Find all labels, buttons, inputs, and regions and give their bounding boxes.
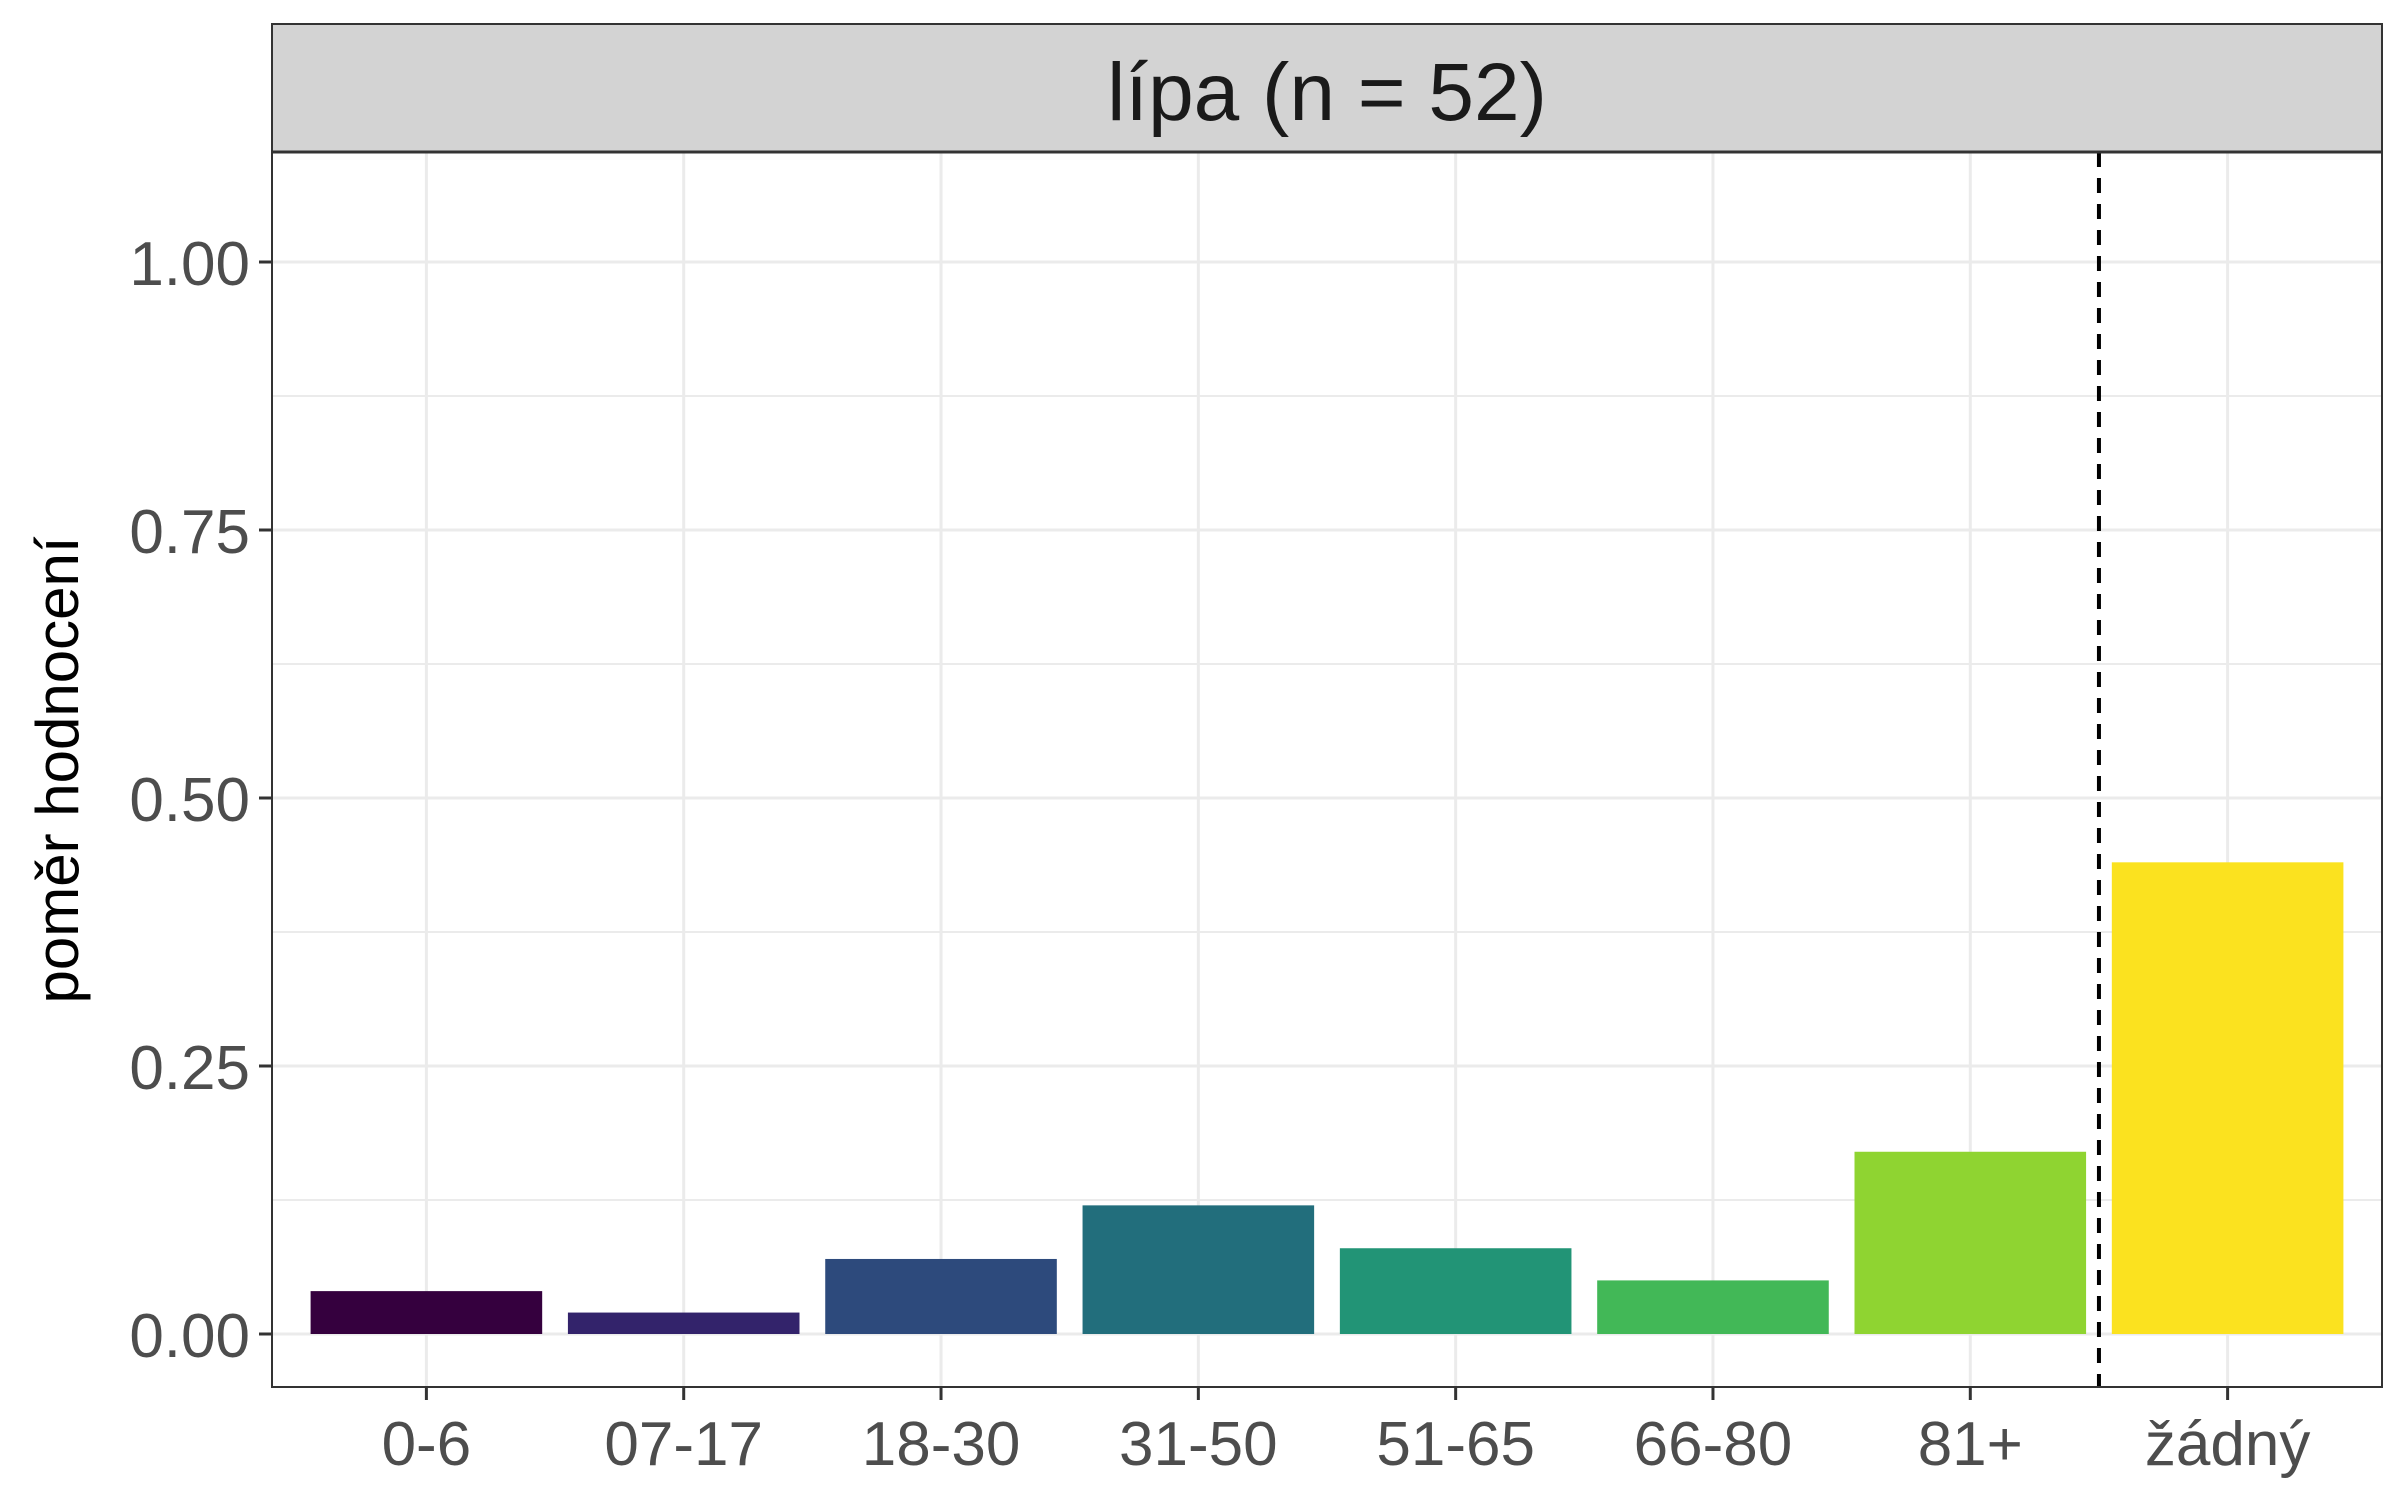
y-tick-label: 0.00 bbox=[129, 1302, 250, 1371]
x-tick-label: žádný bbox=[2145, 1410, 2310, 1479]
x-tick-label: 51-65 bbox=[1376, 1410, 1535, 1479]
y-tick-label: 0.25 bbox=[129, 1034, 250, 1103]
y-tick-label: 0.75 bbox=[129, 498, 250, 567]
y-tick-label: 1.00 bbox=[129, 230, 250, 299]
x-tick-label: 18-30 bbox=[862, 1410, 1021, 1479]
x-tick-label: 66-80 bbox=[1634, 1410, 1793, 1479]
bar-07-17 bbox=[567, 1312, 800, 1334]
x-tick-label: 07-17 bbox=[604, 1410, 763, 1479]
strip-background bbox=[272, 24, 2382, 152]
facet-title: lípa (n = 52) bbox=[1107, 47, 1547, 138]
bar-66-80 bbox=[1597, 1280, 1829, 1334]
y-axis-ticks: 0.00 0.25 0.50 0.75 1.00 bbox=[129, 230, 272, 1371]
bar-žádný bbox=[2111, 862, 2344, 1334]
y-tick-label: 0.50 bbox=[129, 766, 250, 835]
bar-81+ bbox=[1854, 1151, 2087, 1334]
x-tick-label: 0-6 bbox=[382, 1410, 472, 1479]
x-tick-label: 31-50 bbox=[1119, 1410, 1278, 1479]
x-axis-ticks: 0-6 07-17 18-30 31-50 51-65 66-80 81+ žádný bbox=[382, 1387, 2310, 1479]
bars bbox=[310, 862, 2344, 1334]
bar-0-6 bbox=[310, 1291, 543, 1334]
bar-51-65 bbox=[1339, 1248, 1572, 1334]
bar-18-30 bbox=[825, 1258, 1057, 1334]
panel-border bbox=[271, 23, 2383, 1388]
y-axis-title: poměr hodnocení bbox=[24, 536, 91, 1003]
bar-31-50 bbox=[1082, 1205, 1315, 1334]
x-tick-label: 81+ bbox=[1918, 1410, 2023, 1479]
